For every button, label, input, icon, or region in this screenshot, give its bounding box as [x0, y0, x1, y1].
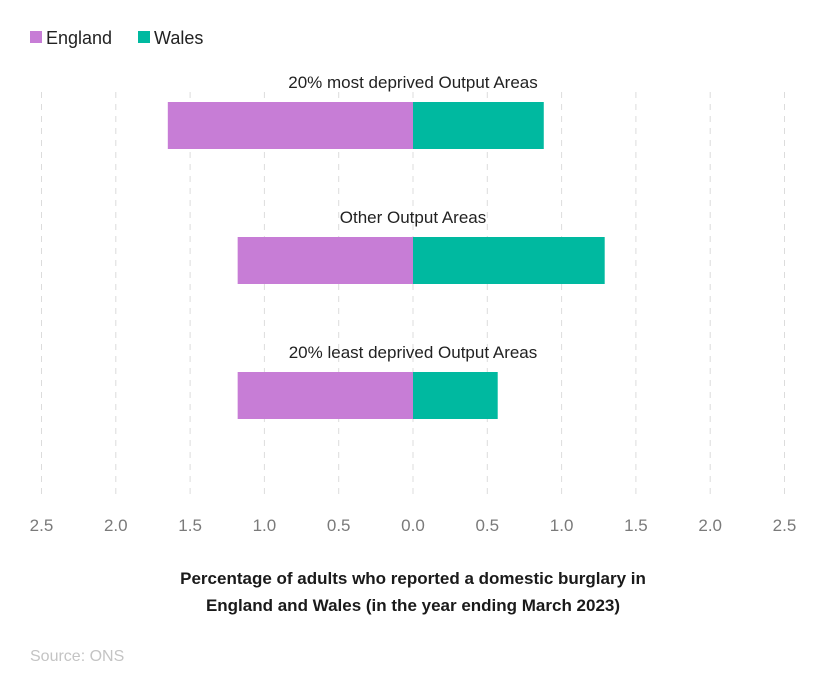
x-tick-label-7: 1.0 — [550, 516, 574, 535]
x-tick-label-2: 1.5 — [178, 516, 202, 535]
legend: England Wales — [30, 28, 203, 48]
x-tick-label-6: 0.5 — [475, 516, 499, 535]
category-label-0: 20% most deprived Output Areas — [288, 73, 537, 92]
category-label-1: Other Output Areas — [340, 208, 486, 227]
category-label-2: 20% least deprived Output Areas — [289, 343, 538, 362]
x-tick-label-1: 2.0 — [104, 516, 128, 535]
x-tick-label-3: 1.0 — [253, 516, 277, 535]
grid — [41, 92, 785, 495]
source-note: Source: ONS — [30, 648, 124, 665]
x-tick-label-10: 2.5 — [773, 516, 797, 535]
bar-wales-0 — [413, 102, 544, 149]
legend-label-england: England — [46, 28, 112, 48]
x-axis-ticks: 2.5 2.0 1.5 1.0 0.5 0.0 0.5 1.0 1.5 2.0 2.5 — [30, 516, 797, 535]
x-tick-label-9: 2.0 — [698, 516, 722, 535]
legend-label-wales: Wales — [154, 28, 203, 48]
bars — [167, 102, 605, 419]
bar-england-0 — [167, 102, 413, 149]
bar-england-2 — [237, 372, 413, 419]
x-tick-label-4: 0.5 — [327, 516, 351, 535]
bar-wales-2 — [413, 372, 498, 419]
category-labels: 20% most deprived Output Areas Other Outp… — [288, 73, 537, 362]
legend-swatch-england — [30, 31, 42, 43]
x-axis-title-line-1: Percentage of adults who reported a dome… — [180, 569, 646, 588]
bar-england-1 — [237, 237, 413, 284]
x-axis-title-line-2: England and Wales (in the year ending Ma… — [206, 596, 620, 615]
bar-wales-1 — [413, 237, 605, 284]
x-tick-label-5: 0.0 — [401, 516, 425, 535]
legend-swatch-wales — [138, 31, 150, 43]
x-tick-label-0: 2.5 — [30, 516, 54, 535]
x-tick-label-8: 1.5 — [624, 516, 648, 535]
